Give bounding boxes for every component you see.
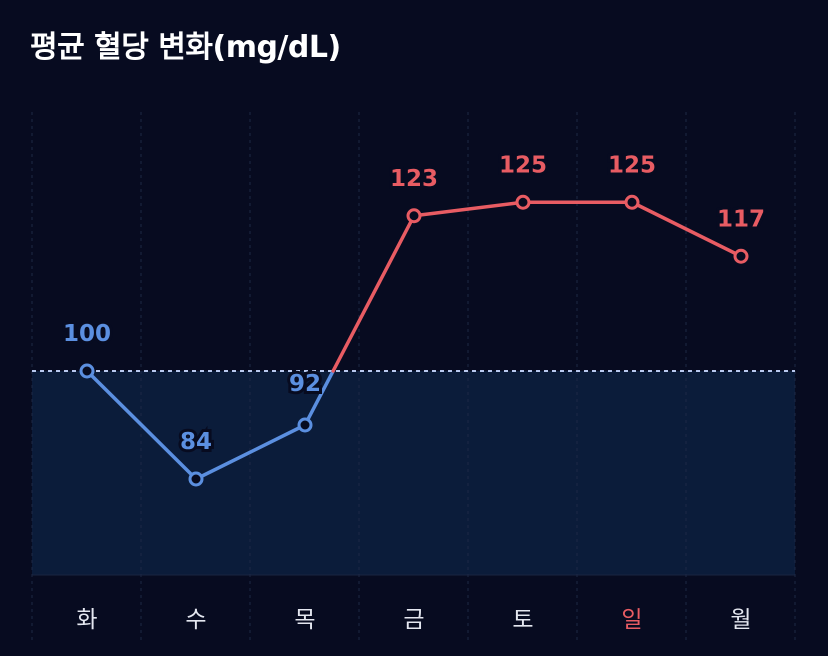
x-tick-label: 수 <box>185 607 206 633</box>
series-segment <box>412 200 525 218</box>
series-segment <box>85 369 198 481</box>
series-segment <box>630 200 743 258</box>
x-tick-label: 금 <box>403 607 424 633</box>
data-points <box>79 194 749 487</box>
series-segment <box>331 214 416 373</box>
data-label: 84 <box>180 429 212 455</box>
data-label: 92 <box>289 371 321 397</box>
x-tick-label: 목 <box>294 607 315 633</box>
data-label: 125 <box>608 152 656 178</box>
data-point <box>406 208 422 224</box>
data-point <box>188 471 204 487</box>
x-tick-label: 일 <box>621 607 642 633</box>
data-point <box>79 363 95 379</box>
normal-range-zone <box>32 371 795 575</box>
series-segment <box>194 423 307 481</box>
data-point <box>733 248 749 264</box>
data-label: 123 <box>390 166 438 192</box>
series-segment <box>303 369 335 427</box>
x-tick-label: 월 <box>730 607 751 633</box>
data-point <box>297 417 313 433</box>
x-tick-label: 토 <box>512 607 533 633</box>
data-point <box>515 194 531 210</box>
data-label: 100 <box>63 321 111 347</box>
data-label: 125 <box>499 152 547 178</box>
series-line <box>85 200 743 481</box>
data-labels: 100 84 92 123 125 125 117 <box>60 149 768 458</box>
data-point <box>624 194 640 210</box>
x-tick-label: 화 <box>76 607 97 633</box>
data-label: 117 <box>717 206 765 232</box>
chart-title: 평균 혈당 변화(mg/dL) <box>30 30 341 65</box>
